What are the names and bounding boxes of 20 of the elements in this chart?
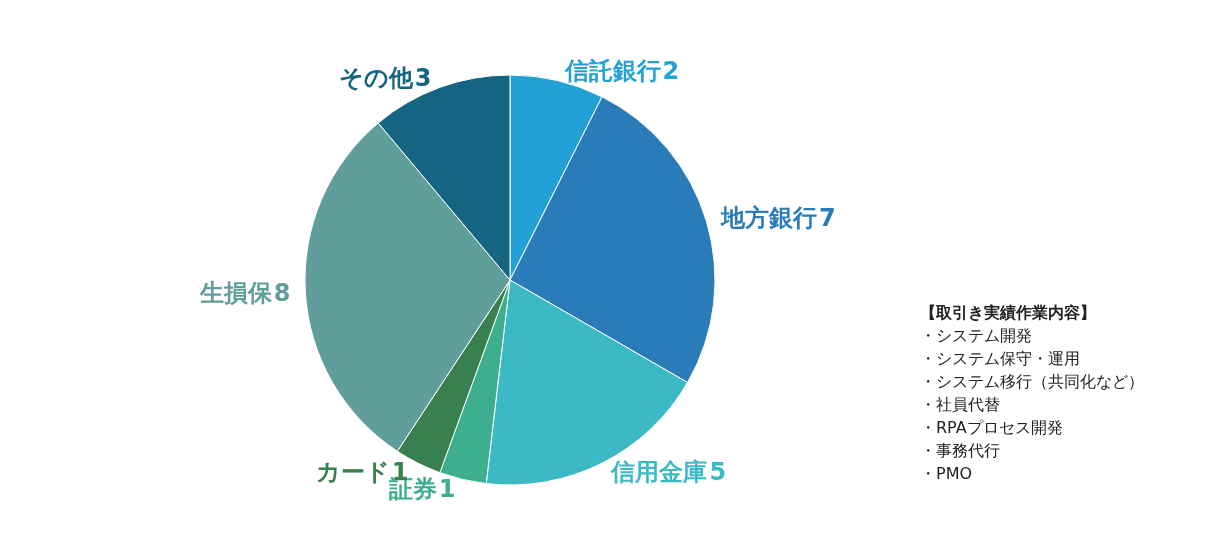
data-label: 1 xyxy=(438,475,456,504)
slice-label: 地方銀行 xyxy=(719,204,817,233)
slice-label: 信用金庫 xyxy=(610,458,708,487)
text: 【取引き実績作業内容】 xyxy=(920,302,1096,322)
text: ・社員代替 xyxy=(920,394,1000,414)
slice-label: その他 xyxy=(338,63,414,92)
text: ・RPAプロセス開発 xyxy=(920,417,1063,437)
text: ・PMO xyxy=(920,463,973,483)
text: ・システム移行（共同化など） xyxy=(920,371,1144,391)
data-label: 3 xyxy=(414,63,432,92)
data-label: 7 xyxy=(818,204,836,233)
text: ・システム保守・運用 xyxy=(920,348,1080,368)
slice-label: カード xyxy=(315,458,390,487)
text: ・事務代行 xyxy=(920,440,1000,460)
data-label: 5 xyxy=(709,458,727,487)
slice-label: 生損保 xyxy=(198,278,273,307)
data-label: 8 xyxy=(273,278,291,307)
text: ・システム開発 xyxy=(920,325,1032,345)
data-label: 2 xyxy=(662,56,680,85)
slice-label: 信託銀行 xyxy=(563,56,661,85)
